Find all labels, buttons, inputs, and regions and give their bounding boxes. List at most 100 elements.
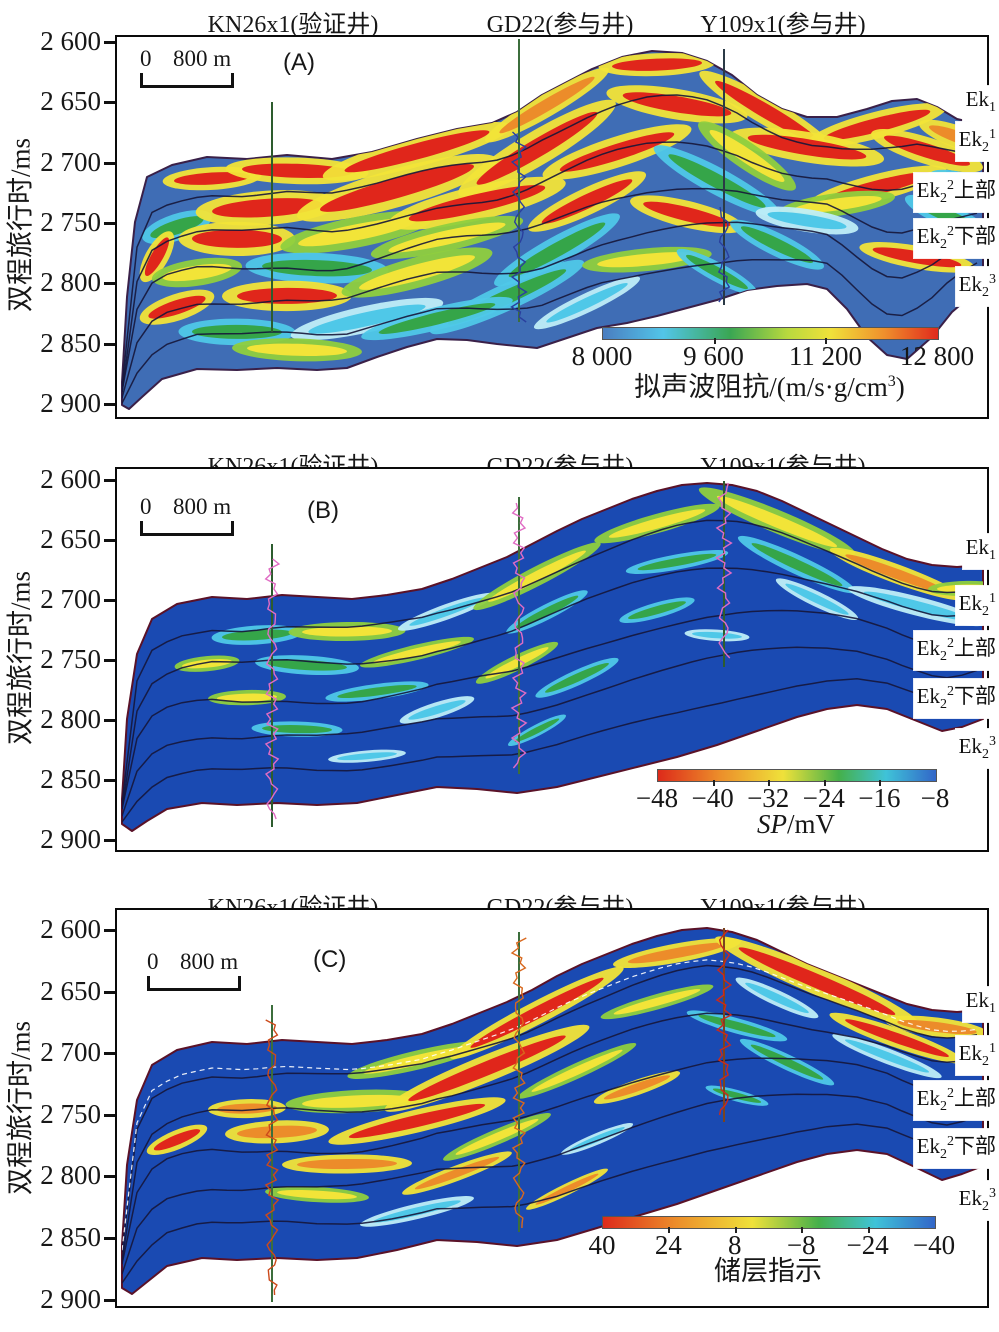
- stratum-label-Ek2-2下部: Ek22下部: [913, 679, 999, 719]
- well-log-curve-1: [264, 558, 281, 820]
- anomaly-blob: [533, 276, 641, 330]
- y-tick-label: 2 600: [40, 914, 101, 944]
- y-tick-mark: [104, 343, 115, 346]
- colorbar-tick-label: −40: [912, 1230, 956, 1260]
- y-tick-label: 2 700: [40, 584, 101, 614]
- horizon-lines: [122, 94, 978, 404]
- colorbar-tick-label: −16: [858, 783, 901, 813]
- y-tick-label: 2 600: [40, 26, 101, 56]
- panel-letter-C: (C): [313, 946, 347, 973]
- colorbar-tick-mark: [879, 780, 882, 786]
- colorbar-tick-mark: [712, 780, 715, 786]
- anomaly-blob: [328, 749, 406, 763]
- colorbar-caption: 储层指示: [714, 1256, 822, 1286]
- y-tick-mark: [104, 1114, 115, 1117]
- y-tick-label: 2 800: [40, 704, 101, 734]
- anomaly-blob: [399, 696, 475, 724]
- anomaly-blob: [360, 636, 474, 668]
- horizon-line: [122, 1057, 978, 1265]
- anomaly-blob: [527, 171, 647, 232]
- panel-letter-A: (A): [283, 49, 315, 76]
- anomaly-blob: [282, 1154, 412, 1174]
- horizon-line: [122, 609, 978, 810]
- anomaly-blob: [232, 338, 362, 362]
- anomaly-blob: [755, 206, 859, 235]
- y-tick-mark: [104, 1299, 115, 1302]
- stratum-label-Ek2-1: Ek21: [955, 122, 999, 162]
- well-log-curve-2: [510, 937, 527, 1229]
- colorbar-caption: 拟声波阻抗/(m/s·g/cm3): [634, 372, 905, 402]
- y-tick-label: 2 650: [40, 524, 101, 554]
- horizon-line: [122, 141, 978, 393]
- colorbar-gradient: [602, 327, 939, 340]
- y-tick-label: 2 850: [40, 1222, 101, 1252]
- anomaly-blob: [508, 714, 566, 747]
- anomaly-blob: [506, 590, 588, 634]
- anomaly-blob: [151, 257, 243, 288]
- colorbar-tick-mark: [768, 780, 771, 786]
- amplitude-anomalies: [174, 487, 983, 763]
- horizon-lines: [122, 519, 978, 823]
- horizon-line: [122, 678, 978, 823]
- anomaly-blob: [328, 1097, 506, 1145]
- anomaly-blob: [807, 103, 947, 147]
- anomaly-blob: [208, 1099, 286, 1119]
- horizon-lines: [122, 959, 978, 1284]
- horizon-line: [122, 567, 978, 810]
- anomaly-blob: [211, 625, 303, 645]
- anomaly-blob: [517, 1042, 637, 1099]
- horizon-line: [122, 258, 978, 404]
- horizon-line: [122, 646, 978, 817]
- y-tick-mark: [104, 479, 115, 482]
- anomaly-blob: [729, 219, 825, 270]
- stratum-label-Ek1: Ek1: [962, 987, 999, 1023]
- seismic-section-C: [121, 927, 984, 1302]
- stratum-label-Ek2-3: Ek23: [955, 729, 999, 769]
- well-tracks: [264, 481, 733, 827]
- colorbar-tick-mark: [801, 1227, 804, 1233]
- scale-bar: [147, 976, 241, 991]
- y-tick-mark: [104, 1175, 115, 1178]
- colorbar-caption: SP/mV: [756, 809, 835, 839]
- colorbar-tick-mark: [825, 338, 828, 344]
- stratum-label-Ek2-2下部: Ek22下部: [913, 1129, 999, 1169]
- horizon-line: [122, 221, 978, 399]
- y-tick-mark: [104, 282, 115, 285]
- well-log-curve-1: [264, 1019, 280, 1296]
- well-label-2: GD22(参与井): [486, 12, 634, 38]
- anomaly-blob: [325, 681, 429, 702]
- horizon-line: [122, 519, 978, 804]
- anomaly-blob: [829, 1012, 965, 1064]
- anomaly-blob: [398, 592, 496, 631]
- seismic-section-B: [121, 481, 984, 832]
- y-tick-mark: [104, 779, 115, 782]
- well-label-1: KN26x1(验证井): [207, 12, 379, 38]
- anomaly-blob: [698, 487, 856, 556]
- anomaly-blob: [684, 629, 750, 642]
- y-tick-mark: [104, 599, 115, 602]
- anomaly-blob: [698, 121, 796, 191]
- horizon-line: [122, 187, 978, 392]
- anomaly-blob: [729, 127, 885, 167]
- stratum-label-Ek2-3: Ek23: [955, 1181, 999, 1221]
- anomaly-blob: [178, 318, 296, 346]
- y-tick-mark: [104, 1237, 115, 1240]
- scale-bar: [140, 521, 234, 536]
- anomaly-blob: [606, 85, 748, 124]
- panel-letter-B: (B): [307, 497, 339, 524]
- horizon-line-dashed: [122, 959, 978, 1251]
- scale-zero: 0: [147, 949, 159, 974]
- y-tick-label: 2 900: [40, 824, 101, 854]
- colorbar-tick-label: 8: [728, 1230, 742, 1260]
- colorbar-tick-label: 9 600: [683, 341, 744, 371]
- anomaly-blob: [832, 1033, 942, 1079]
- anomaly-blob: [598, 52, 716, 77]
- y-tick-label: 2 900: [40, 388, 101, 418]
- panel-C-plot: Ek1 Ek21 Ek22上部 Ek22下部 Ek23 40 24 8 −8 −24 −40 储层指示: [115, 908, 999, 1308]
- y-tick-label: 2 800: [40, 1160, 101, 1190]
- anomaly-blob: [139, 231, 175, 283]
- y-tick-mark: [104, 162, 115, 165]
- stratum-label-Ek2-1: Ek21: [955, 1036, 999, 1076]
- anomaly-blob: [600, 984, 714, 1020]
